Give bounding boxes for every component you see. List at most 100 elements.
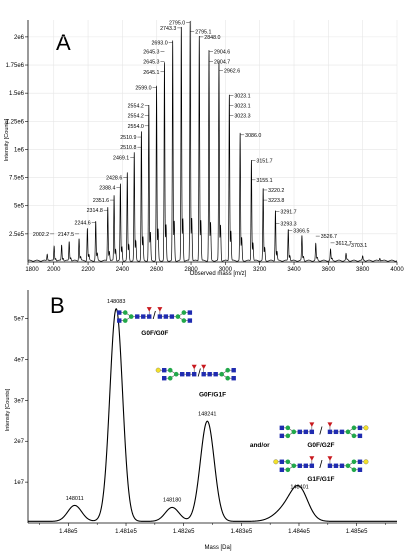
peak-mass-label: 148180 xyxy=(163,497,181,503)
glcnac-icon xyxy=(339,463,345,468)
annotation-label: 2554.2 xyxy=(128,104,144,110)
glcnac-icon xyxy=(279,459,285,464)
x-tick-label: 3400 xyxy=(287,267,301,273)
glycan-icon xyxy=(279,422,315,439)
annotation-label: 2554.2 xyxy=(128,114,144,120)
fucose-icon xyxy=(327,456,333,461)
fucose-icon xyxy=(309,456,315,461)
glcnac-icon xyxy=(297,429,303,435)
peak-annotation: 3291.7 xyxy=(275,209,297,215)
mannose-icon xyxy=(225,375,230,381)
glcnac-icon xyxy=(333,463,339,468)
annotation-label: 2645.3 xyxy=(143,50,159,56)
glycoform-separator: / xyxy=(198,368,202,380)
annotation-label: 2693.0 xyxy=(151,41,167,47)
peak-annotation: 2554.0 xyxy=(128,124,149,130)
y-axis-label: Intensity [Counts] xyxy=(5,388,11,431)
mannose-icon xyxy=(122,310,128,315)
mannose-icon xyxy=(122,318,128,323)
annotation-label: 2469.1 xyxy=(113,155,129,161)
glcnac-icon xyxy=(169,314,175,319)
glcnac-icon xyxy=(117,318,122,323)
grid xyxy=(28,20,398,262)
peak-annotation: 3151.7 xyxy=(251,159,273,165)
panel-a-mass-spectrum: A Intensity [Counts] Observed mass [m/z]… xyxy=(4,20,404,277)
x-tick-label: 2000 xyxy=(47,267,61,273)
annotation-label: 3293.3 xyxy=(280,222,296,228)
glcnac-icon xyxy=(180,372,185,377)
panel-b-deconvoluted-spectrum: B Intensity [Counts] Mass [Da] 1e7 2e7 3e7… xyxy=(5,290,397,551)
peak-annotation: 2599.0 xyxy=(135,86,157,92)
y-tick-label: 1.5e6 xyxy=(9,91,25,97)
annotation-label: 3086.0 xyxy=(245,133,261,139)
y-tick-label: 1.25e6 xyxy=(6,119,25,125)
y-axis-label: Intensity [Counts] xyxy=(4,118,10,161)
glycan-icon xyxy=(155,364,197,381)
deconvoluted-line xyxy=(28,308,397,522)
y-ticks: 1e7 2e7 3e7 4e7 5e7 xyxy=(14,317,28,486)
x-tick-label: 3000 xyxy=(219,267,233,273)
glycoform-label: G0F/G2F xyxy=(307,442,334,449)
mannose-icon xyxy=(285,433,291,439)
y-tick-label: 4e7 xyxy=(14,357,25,363)
x-tick-label: 2800 xyxy=(184,267,198,273)
mannose-icon xyxy=(345,429,351,435)
x-tick-label: 1800 xyxy=(25,267,39,273)
annotation-label: 3023.1 xyxy=(234,93,250,99)
fucose-icon xyxy=(201,364,207,370)
peak-annotation: 2004.7 xyxy=(208,60,230,66)
mannose-icon xyxy=(285,459,291,465)
annotation-label: 2904.6 xyxy=(214,50,230,56)
peak-annotation: 3293.3 xyxy=(275,222,297,228)
glcnac-icon xyxy=(141,314,146,319)
peak-mass-label: 148401 xyxy=(290,484,308,490)
annotation-label: 2645.1 xyxy=(143,70,159,76)
annotation-label: 2147.5 xyxy=(58,232,74,238)
glycoform-separator: / xyxy=(319,459,323,471)
glcnac-icon xyxy=(357,433,363,439)
glcnac-icon xyxy=(213,372,218,377)
mannose-icon xyxy=(291,429,297,435)
x-tick-label: 2600 xyxy=(150,267,164,273)
galactose-icon xyxy=(363,459,369,465)
axes xyxy=(27,20,397,263)
peak-annotation: 2795.1 xyxy=(190,29,211,35)
peak-annotation: 2510.9 xyxy=(120,135,142,141)
annotation-label: 3612.7 xyxy=(336,241,352,247)
galactose-icon xyxy=(363,425,369,431)
glycan-icons xyxy=(117,307,369,473)
glycan-icon xyxy=(327,456,369,473)
peak-annotation: 3612.7 xyxy=(330,241,352,247)
glcnac-icon xyxy=(162,376,167,381)
glycoform-label: G0F/G0F xyxy=(141,330,168,337)
glcnac-icon xyxy=(231,368,236,373)
mannose-icon xyxy=(225,367,230,373)
annotation-label: 2743.3 xyxy=(160,26,176,32)
annotation-label: 2244.6 xyxy=(75,221,91,227)
annotation-label: 2004.7 xyxy=(214,60,230,66)
x-tick-label: 2400 xyxy=(116,267,130,273)
glycoform-separator: / xyxy=(319,425,323,437)
annotation-label: 3220.2 xyxy=(268,188,284,194)
glcnac-icon xyxy=(163,314,169,319)
glcnac-icon xyxy=(187,318,193,323)
peak-annotation: 3086.0 xyxy=(240,133,261,139)
glcnac-icon xyxy=(357,467,363,472)
peak-annotation: 2244.6 xyxy=(75,221,96,227)
mannose-icon xyxy=(351,459,357,465)
annotation-label: 3223.8 xyxy=(268,198,284,204)
glcnac-icon xyxy=(201,372,206,377)
mannose-icon xyxy=(285,425,291,431)
glcnac-icon xyxy=(187,310,193,315)
annotation-label: 2510.9 xyxy=(120,135,136,141)
peak-annotation: 2743.3 xyxy=(160,26,182,32)
annotation-label: 3366.5 xyxy=(293,228,309,234)
y-tick-label: 2e6 xyxy=(14,35,25,41)
annotation-label: 2002.2 xyxy=(33,232,49,238)
y-tick-label: 5e5 xyxy=(14,204,25,210)
mannose-icon xyxy=(345,463,351,469)
glycoform-label: G0F/G1F xyxy=(199,391,226,398)
glcnac-icon xyxy=(231,376,236,381)
glcnac-icon xyxy=(309,429,315,435)
spectrum-line xyxy=(27,20,398,262)
